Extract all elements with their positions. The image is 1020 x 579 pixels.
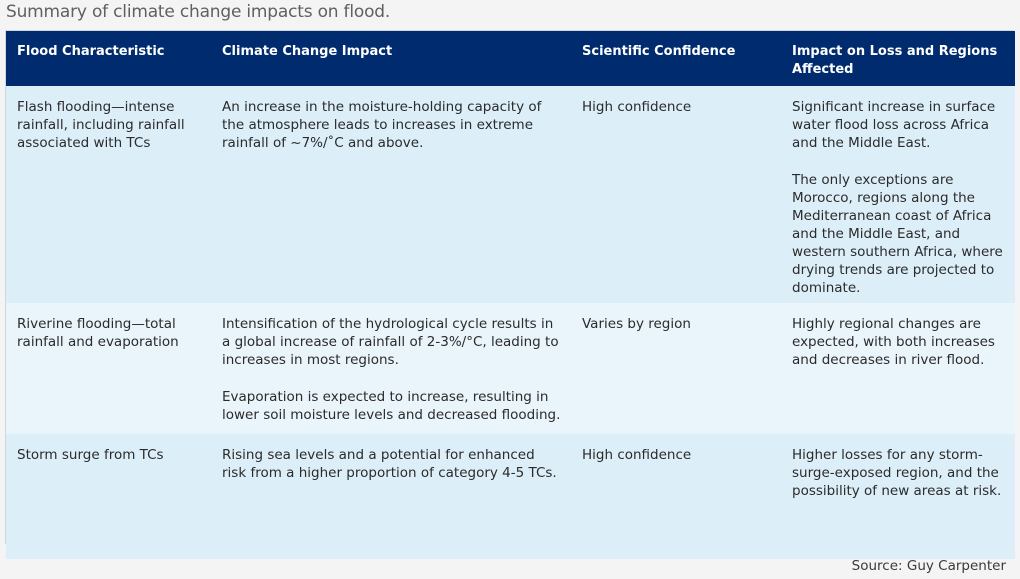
loss-paragraph: Higher losses for any storm-surge-expose… [792,447,1002,499]
cell-loss: Higher losses for any storm-surge-expose… [781,434,1015,559]
impact-paragraph: An increase in the moisture-holding capa… [222,99,542,151]
loss-paragraph: The only exceptions are Morocco, regions… [792,172,1003,296]
header-scientific-confidence: Scientific Confidence [571,31,781,86]
cell-impact: An increase in the moisture-holding capa… [211,86,571,303]
cell-impact: Intensification of the hydrological cycl… [211,303,571,434]
loss-paragraph: Highly regional changes are expected, wi… [792,316,995,368]
header-flood-characteristic: Flood Characteristic [6,31,211,86]
header-climate-change-impact: Climate Change Impact [211,31,571,86]
flood-impacts-table: Flood Characteristic Climate Change Impa… [5,30,1015,559]
impact-paragraph: Evaporation is expected to increase, res… [222,389,561,423]
source-caption: Source: Guy Carpenter [851,558,1006,574]
cell-loss: Highly regional changes are expected, wi… [781,303,1015,434]
table-row: Storm surge from TCs Rising sea levels a… [6,434,1015,559]
table-row: Riverine flooding—total rainfall and eva… [6,303,1015,434]
cell-characteristic: Flash flooding—intense rainfall, includi… [6,86,211,303]
cell-impact: Rising sea levels and a potential for en… [211,434,571,559]
impact-paragraph: Rising sea levels and a potential for en… [222,447,557,481]
table-header-row: Flood Characteristic Climate Change Impa… [6,31,1015,86]
loss-paragraph: Significant increase in surface water fl… [792,99,996,151]
cell-confidence: Varies by region [571,303,781,434]
table-row: Flash flooding—intense rainfall, includi… [6,86,1015,303]
impact-paragraph: Intensification of the hydrological cycl… [222,316,559,368]
cell-confidence: High confidence [571,434,781,559]
cell-confidence: High confidence [571,86,781,303]
cell-loss: Significant increase in surface water fl… [781,86,1015,303]
impact-table: Flood Characteristic Climate Change Impa… [6,31,1015,559]
cell-characteristic: Storm surge from TCs [6,434,211,559]
cell-characteristic: Riverine flooding—total rainfall and eva… [6,303,211,434]
page-title: Summary of climate change impacts on flo… [6,2,391,22]
header-impact-on-loss: Impact on Loss and Regions Affected [781,31,1015,86]
